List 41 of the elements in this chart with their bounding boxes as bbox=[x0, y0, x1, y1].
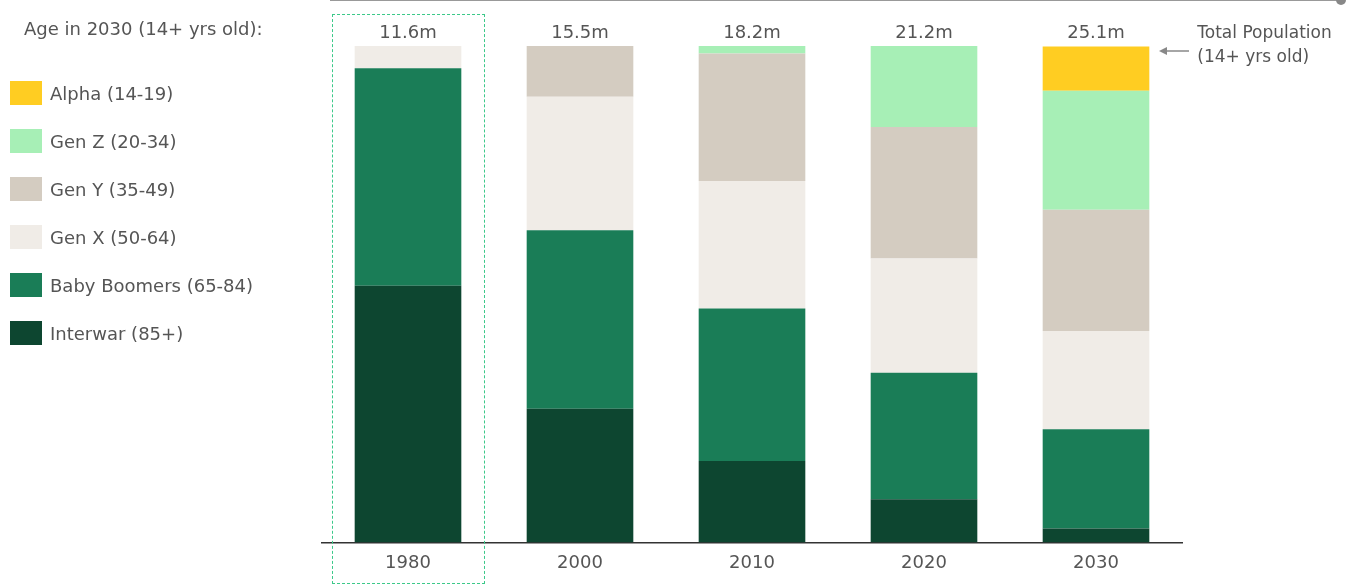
bar bbox=[870, 372, 978, 500]
bar bbox=[526, 46, 634, 97]
bar bbox=[1042, 46, 1150, 91]
bar bbox=[1042, 330, 1150, 430]
bar bbox=[354, 285, 462, 543]
x-tick-label: 2000 bbox=[557, 550, 603, 572]
x-tick-label: 2020 bbox=[901, 550, 947, 572]
bar bbox=[698, 460, 806, 543]
bar bbox=[354, 46, 462, 69]
bar bbox=[870, 258, 978, 373]
legend-label: Interwar (85+) bbox=[50, 322, 184, 344]
x-tick-label: 1980 bbox=[385, 550, 431, 572]
bar bbox=[526, 96, 634, 231]
annotation: 21.2m bbox=[895, 20, 953, 42]
bar bbox=[698, 46, 806, 54]
bar bbox=[1042, 429, 1150, 529]
x-tick-label: 2030 bbox=[1073, 550, 1119, 572]
bar bbox=[1042, 209, 1150, 331]
text: Total Population (14+ yrs old) bbox=[1197, 21, 1333, 69]
bar bbox=[698, 53, 806, 182]
legend-label: Gen X (50-64) bbox=[50, 226, 177, 248]
bar bbox=[526, 230, 634, 409]
annotation: 18.2m bbox=[723, 20, 781, 42]
bar bbox=[1042, 528, 1150, 543]
bar bbox=[1042, 90, 1150, 210]
legend-label: Alpha (14-19) bbox=[50, 82, 174, 104]
bar bbox=[698, 308, 806, 461]
bar bbox=[354, 68, 462, 286]
legend-title: Age in 2030 (14+ yrs old): bbox=[24, 18, 263, 39]
bar bbox=[870, 46, 978, 127]
bar bbox=[698, 181, 806, 309]
legend-label: Gen Z (20-34) bbox=[50, 130, 177, 152]
annotation: 11.6m bbox=[379, 20, 437, 42]
legend-label: Baby Boomers (65-84) bbox=[50, 274, 254, 296]
annotation: 15.5m bbox=[551, 20, 609, 42]
x-tick-label: 2010 bbox=[729, 550, 775, 572]
bar bbox=[526, 408, 634, 543]
bar bbox=[870, 499, 978, 543]
legend-label: Gen Y (35-49) bbox=[50, 178, 176, 200]
bar bbox=[870, 126, 978, 259]
annotation: 25.1m bbox=[1067, 20, 1125, 42]
